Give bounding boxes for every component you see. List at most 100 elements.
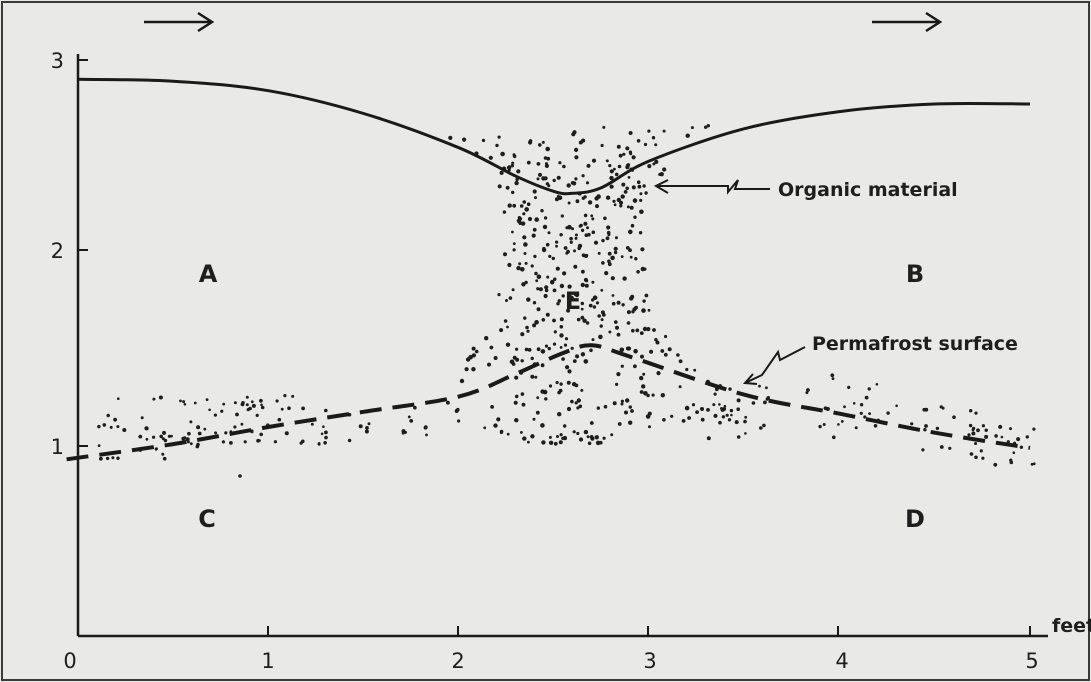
region-label-e: E — [565, 287, 581, 315]
organic-material-dot — [536, 287, 540, 291]
organic-material-dot — [511, 362, 516, 366]
organic-material-dot — [536, 396, 540, 400]
organic-material-dot — [640, 354, 644, 359]
organic-material-dot — [763, 400, 767, 405]
organic-material-dot — [583, 221, 588, 226]
organic-material-dot — [592, 305, 597, 309]
organic-material-dot — [678, 385, 682, 389]
organic-material-dot — [607, 262, 612, 267]
organic-material-dot — [576, 406, 580, 410]
organic-material-dot — [952, 415, 956, 420]
organic-material-dot — [496, 417, 501, 422]
organic-material-dot — [648, 425, 651, 429]
organic-material-dot — [631, 328, 635, 333]
region-label-a: A — [199, 260, 218, 288]
organic-material-dot — [559, 382, 563, 386]
organic-material-dot — [580, 228, 585, 232]
organic-material-dot — [606, 225, 611, 230]
organic-material-dot — [595, 301, 600, 305]
organic-material-dot — [505, 342, 511, 347]
organic-material-dot — [605, 236, 610, 241]
organic-material-dot — [562, 271, 567, 276]
organic-material-dot — [526, 202, 531, 206]
y-tick-label-1: 1 — [51, 435, 64, 459]
organic-material-dot — [830, 373, 835, 378]
organic-material-dot — [743, 419, 747, 424]
organic-material-dot — [642, 184, 646, 188]
organic-material-dot — [502, 210, 507, 214]
organic-material-dot — [229, 441, 233, 445]
organic-material-dot — [536, 162, 541, 166]
organic-material-dot — [620, 402, 624, 406]
organic-material-dot — [562, 435, 568, 441]
organic-material-dot — [662, 418, 666, 422]
organic-material-dot — [468, 354, 473, 360]
organic-material-dot — [320, 432, 324, 436]
organic-material-dot — [499, 170, 504, 175]
organic-material-dot — [503, 319, 508, 323]
organic-material-dot — [984, 428, 988, 432]
organic-material-dot — [570, 346, 574, 350]
organic-material-dot — [625, 398, 630, 403]
organic-material-dot — [291, 394, 295, 398]
organic-material-dot — [581, 269, 585, 274]
organic-material-dot — [552, 178, 556, 183]
organic-material-dot — [532, 227, 537, 232]
organic-material-dot — [1019, 445, 1024, 449]
organic-material-dot — [569, 295, 574, 301]
organic-material-dot — [971, 428, 975, 432]
organic-material-dot — [407, 415, 411, 419]
organic-material-dot — [471, 346, 476, 351]
organic-material-dot — [549, 440, 554, 445]
organic-material-dot — [633, 348, 638, 354]
organic-material-dot — [500, 151, 505, 157]
organic-material-dot — [664, 334, 668, 339]
organic-material-dot — [574, 401, 578, 405]
organic-material-dot — [613, 250, 618, 255]
organic-material-dot — [553, 277, 557, 281]
organic-material-dot — [687, 416, 691, 420]
organic-material-dot — [213, 413, 217, 417]
organic-material-dot — [528, 140, 533, 145]
organic-material-dot — [948, 446, 952, 450]
organic-material-dot — [195, 444, 200, 449]
organic-material-dot — [589, 435, 594, 439]
organic-material-dot — [744, 415, 748, 419]
organic-material-dot — [542, 224, 548, 230]
organic-material-dot — [863, 415, 867, 419]
organic-material-dot — [221, 440, 225, 444]
organic-material-dot — [238, 474, 242, 478]
organic-material-dot — [544, 285, 549, 290]
organic-material-dot — [616, 144, 621, 149]
organic-material-dot — [490, 405, 494, 409]
organic-material-dot — [525, 325, 529, 330]
organic-material-dot — [324, 435, 328, 440]
organic-material-dot — [508, 296, 513, 300]
organic-material-dot — [538, 287, 543, 292]
organic-material-dot — [531, 233, 536, 238]
organic-material-dot — [506, 432, 510, 436]
organic-material-dot — [563, 343, 568, 347]
organic-material-dot — [521, 282, 526, 287]
organic-material-dot — [322, 425, 325, 429]
organic-material-dot — [578, 437, 584, 442]
organic-material-dot — [939, 445, 944, 449]
organic-material-dot — [585, 321, 590, 325]
organic-material-dot — [566, 183, 571, 188]
organic-material-dot — [596, 406, 600, 410]
organic-material-dot — [187, 431, 191, 436]
organic-material-dot — [145, 437, 149, 441]
organic-material-dot — [552, 318, 556, 323]
organic-material-dot — [532, 189, 537, 194]
organic-material-dot — [630, 223, 635, 228]
organic-material-dot — [544, 397, 548, 401]
organic-material-dot — [873, 424, 878, 428]
organic-material-dot — [736, 435, 741, 439]
organic-material-dot — [859, 411, 863, 415]
organic-material-dot — [718, 420, 722, 425]
organic-material-dot — [642, 326, 648, 332]
organic-material-dot — [574, 177, 578, 181]
organic-material-dot — [471, 353, 476, 358]
organic-material-dot — [628, 229, 633, 235]
organic-material-dot — [570, 181, 575, 185]
